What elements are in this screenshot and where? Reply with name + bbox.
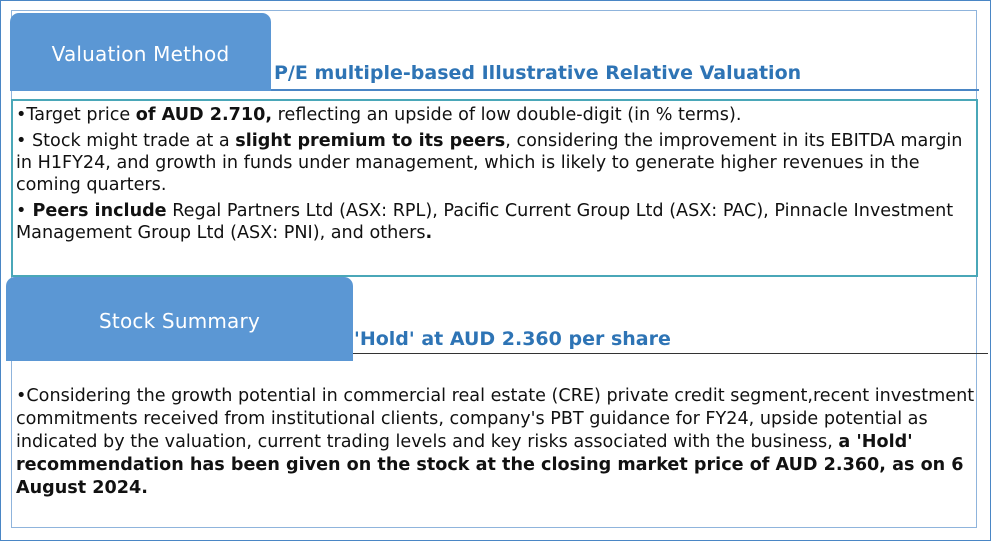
bullet-text: Regal Partners Ltd (ASX: RPL), Pacific C…	[16, 201, 954, 243]
valuation-box	[11, 99, 978, 277]
valuation-heading: P/E multiple-based Illustrative Relative…	[274, 62, 802, 84]
valuation-bullet-target-price: •Target price of AUD 2.710, reflecting a…	[16, 104, 976, 126]
bullet-text: Target price	[26, 105, 136, 125]
bullet-mark: •	[16, 131, 27, 151]
bullet-bold-text: .	[425, 223, 433, 243]
valuation-bullet-premium: • Stock might trade at a slight premium …	[16, 130, 976, 196]
bullet-mark: •	[16, 105, 27, 125]
stock-summary-bullet: •Considering the growth potential in com…	[16, 385, 976, 500]
bullet-bold-text: slight premium to its peers	[235, 131, 506, 151]
valuation-heading-rule	[271, 89, 979, 91]
bullet-mark: •	[16, 386, 27, 406]
stock-summary-tab: Stock Summary	[6, 277, 353, 361]
valuation-method-tab-label: Valuation Method	[51, 42, 230, 66]
stock-summary-bullets: •Considering the growth potential in com…	[16, 385, 976, 500]
stock-summary-heading-rule	[353, 353, 988, 354]
valuation-bullets: •Target price of AUD 2.710, reflecting a…	[16, 104, 976, 248]
stock-summary-heading: 'Hold' at AUD 2.360 per share	[354, 328, 671, 350]
stock-summary-tab-label: Stock Summary	[99, 309, 260, 333]
valuation-method-tab: Valuation Method	[10, 13, 271, 91]
bullet-bold-text: Peers include	[26, 201, 167, 221]
bullet-text: Considering the growth potential in comm…	[16, 386, 975, 452]
valuation-bullet-peers: • Peers include Regal Partners Ltd (ASX:…	[16, 200, 976, 244]
bullet-text: Stock might trade at a	[26, 131, 236, 151]
bullet-bold-text: a 'Hold' recommendation has been given o…	[16, 432, 964, 498]
bullet-text: reflecting an upside of low double-digit…	[272, 105, 742, 125]
bullet-mark: •	[16, 201, 27, 221]
bullet-text: , considering the improvement in its EBI…	[16, 131, 963, 195]
bullet-bold-text: of AUD 2.710,	[135, 105, 273, 125]
